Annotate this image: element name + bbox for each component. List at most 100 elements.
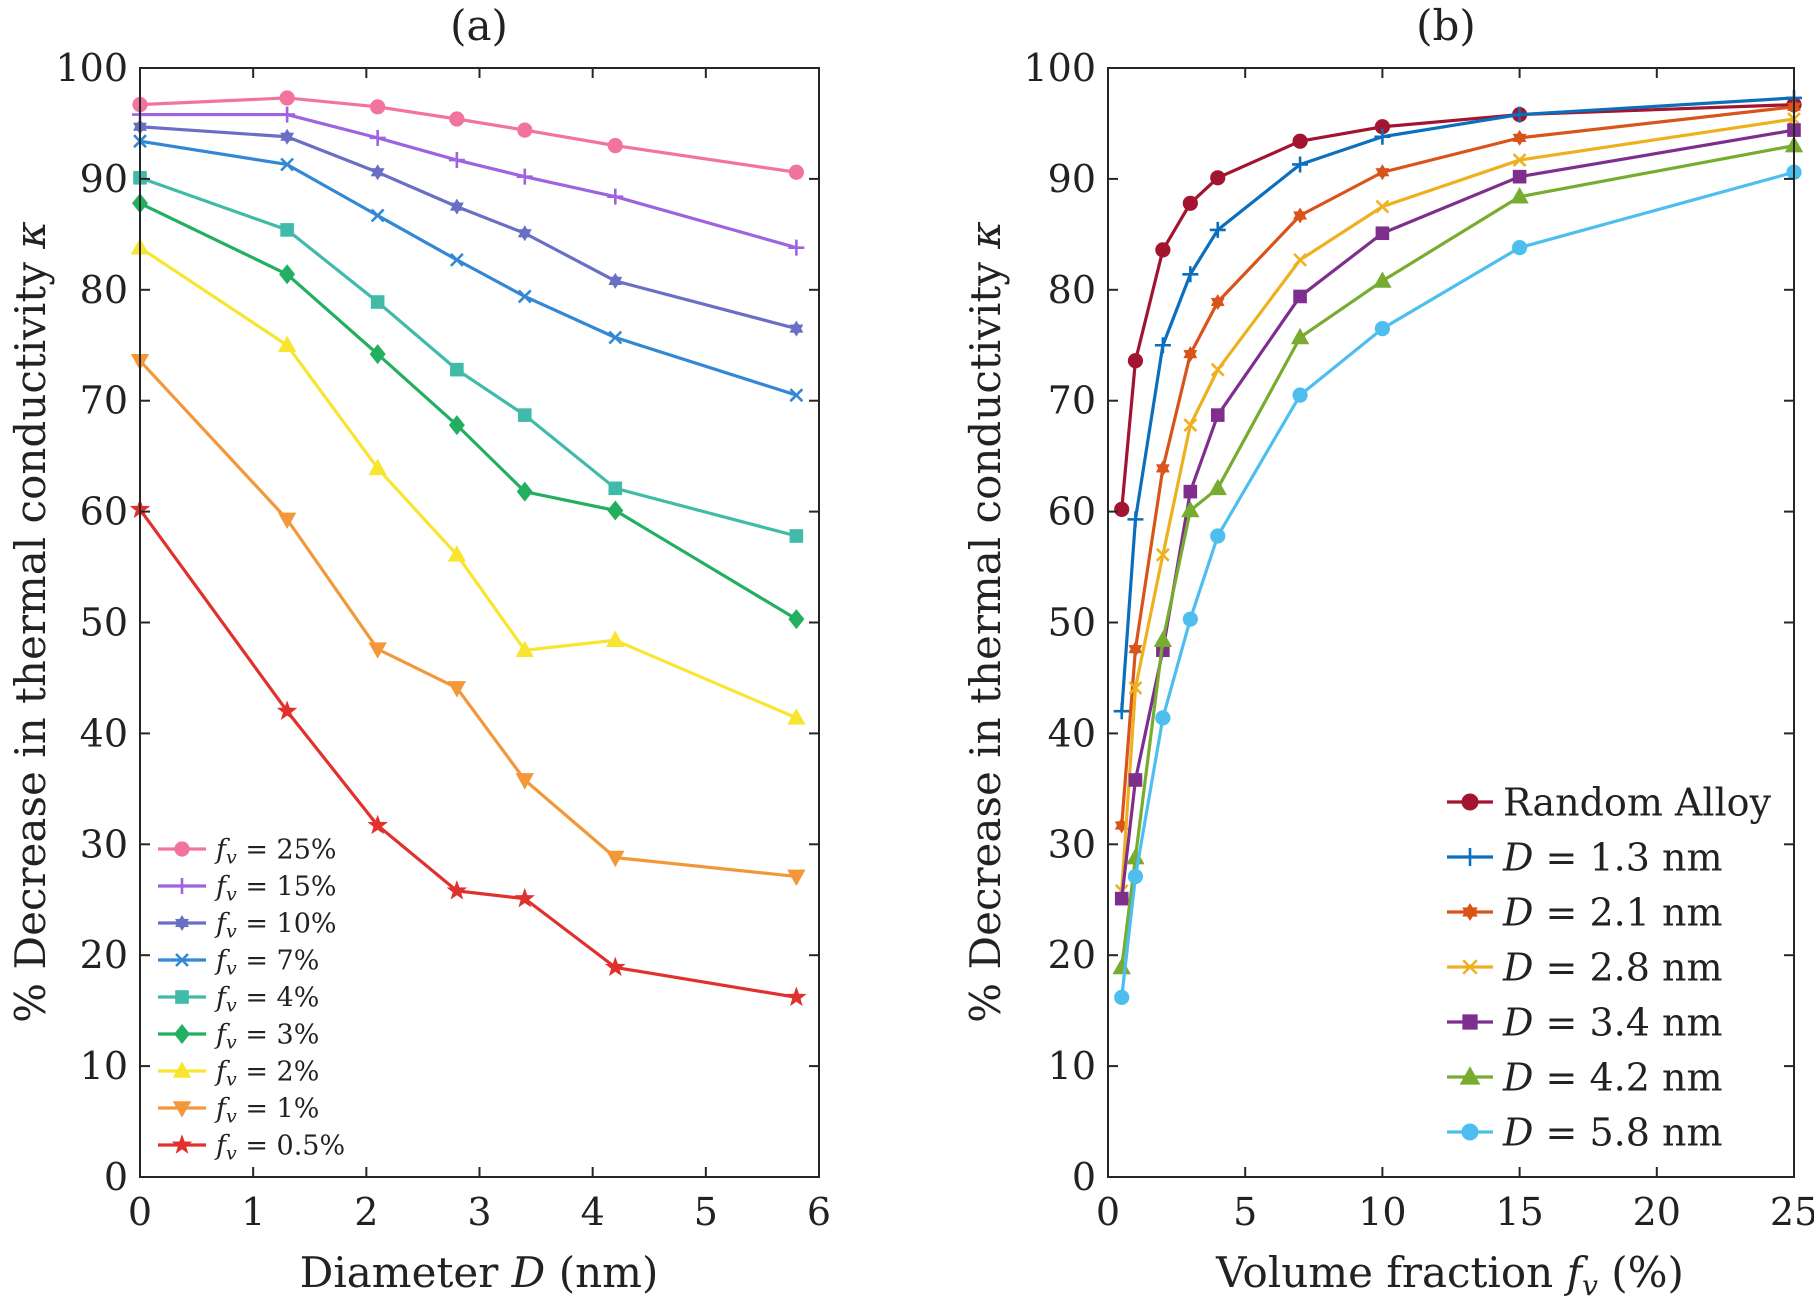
data-point-f-v-0-5 [446, 880, 468, 900]
data-point-f-v-1 [277, 512, 297, 529]
legend-marker [1461, 793, 1479, 811]
data-point-d-3-4-nm [1128, 773, 1143, 787]
data-point-d-3-4-nm [1293, 289, 1307, 304]
data-point-f-v-3 [369, 344, 386, 365]
data-point-f-v-15 [516, 168, 533, 185]
data-point-d-1-3-nm [1374, 128, 1391, 145]
y-tick-label: 70 [1048, 379, 1096, 423]
panel-a-x-axis-label: Diameter D (nm) [300, 1248, 659, 1297]
x-tick-label: 5 [694, 1190, 718, 1234]
y-tick-label: 60 [80, 490, 128, 534]
data-point-random-alloy [1127, 353, 1144, 369]
data-point-f-v-4 [450, 362, 464, 377]
legend-marker [1461, 848, 1479, 866]
data-point-f-v-0-5 [605, 956, 626, 977]
data-point-d-4-2-nm [1181, 500, 1200, 518]
legend-marker [174, 841, 190, 857]
data-point-d-3-4-nm [1183, 484, 1198, 499]
legend-entry-f-v-25: fv = 25% [158, 834, 337, 868]
legend-entry-d-5-8-nm: D = 5.8 nm [1447, 1110, 1723, 1154]
data-point-f-v-7 [449, 252, 464, 267]
legend-marker [175, 953, 189, 967]
data-point-d-2-8-nm [1155, 547, 1170, 562]
data-point-d-2-1-nm [1375, 164, 1390, 181]
data-point-f-v-4 [517, 408, 532, 422]
data-point-d-2-1-nm [1155, 460, 1170, 477]
data-point-f-v-15 [788, 239, 805, 256]
x-tick-label: 6 [807, 1190, 831, 1234]
legend-label: D = 5.8 nm [1502, 1110, 1723, 1154]
data-point-f-v-0-5 [276, 700, 298, 720]
legend-label: D = 4.2 nm [1502, 1055, 1723, 1099]
x-tick-label: 1 [241, 1190, 265, 1234]
x-tick-label: 0 [128, 1190, 152, 1234]
data-point-f-v-10 [449, 198, 464, 215]
y-tick-label: 70 [80, 379, 128, 423]
data-point-d-1-3-nm [1127, 511, 1144, 528]
data-point-d-4-2-nm [1153, 630, 1173, 648]
legend-label: D = 2.8 nm [1502, 945, 1723, 989]
data-point-d-2-8-nm [1128, 681, 1143, 695]
data-point-f-v-1 [447, 681, 467, 698]
data-point-f-v-3 [279, 264, 296, 285]
data-point-f-v-2 [277, 335, 297, 353]
data-point-f-v-3 [448, 415, 465, 436]
series-d-3-4-nm [1114, 123, 1801, 906]
y-tick-label: 0 [1072, 1155, 1096, 1199]
legend-marker [174, 1024, 190, 1044]
data-point-d-2-1-nm [1293, 207, 1308, 224]
data-point-d-4-2-nm [1208, 478, 1227, 496]
panel-b-title: (b) [1416, 1, 1476, 50]
legend-entry-d-2-8-nm: D = 2.8 nm [1447, 945, 1723, 989]
y-tick-label: 20 [80, 933, 128, 977]
data-point-d-1-3-nm [1113, 703, 1130, 720]
legend-label: fv = 25% [214, 834, 337, 868]
data-point-d-2-8-nm [1375, 199, 1390, 214]
data-point-f-v-1 [606, 850, 625, 868]
x-tick-label: 3 [467, 1190, 491, 1234]
legend-entry-d-4-2-nm: D = 4.2 nm [1447, 1055, 1723, 1099]
legend-marker [174, 878, 190, 894]
data-point-random-alloy [1182, 195, 1198, 211]
x-tick-label: 10 [1358, 1190, 1406, 1234]
data-point-f-v-4 [370, 295, 385, 309]
data-point-d-2-8-nm [1183, 418, 1198, 433]
data-point-d-5-8-nm [1292, 387, 1308, 403]
data-point-f-v-4 [789, 529, 804, 543]
series-d-2-1-nm [1114, 98, 1801, 834]
data-point-random-alloy [1374, 119, 1390, 135]
data-point-f-v-1 [368, 642, 387, 659]
legend-entry-d-1-3-nm: D = 1.3 nm [1447, 835, 1723, 879]
data-point-f-v-10 [789, 320, 804, 337]
y-tick-label: 30 [80, 822, 128, 866]
data-point-d-5-8-nm [1127, 868, 1144, 885]
data-point-f-v-7 [370, 208, 385, 223]
data-point-f-v-15 [279, 106, 296, 123]
data-point-f-v-10 [608, 272, 623, 289]
x-tick-label: 4 [581, 1190, 605, 1234]
legend-marker [172, 1061, 192, 1078]
data-point-f-v-10 [370, 164, 385, 181]
data-point-f-v-4 [280, 223, 294, 237]
data-point-f-v-3 [516, 481, 533, 502]
data-point-f-v-7 [608, 330, 623, 345]
legend-marker [1462, 959, 1478, 975]
data-point-f-v-15 [607, 188, 624, 205]
data-point-d-4-2-nm [1126, 848, 1145, 865]
x-tick-label: 15 [1495, 1190, 1543, 1234]
data-point-f-v-25 [788, 164, 804, 180]
data-point-d-5-8-nm [1512, 240, 1528, 256]
data-point-f-v-25 [517, 122, 533, 138]
legend-label: Random Alloy [1503, 780, 1772, 824]
x-tick-label: 20 [1633, 1190, 1681, 1234]
panel-b-ticks: 0 5 10 15 20 25 0 10 20 30 40 50 60 70 80 90 100 [1023, 46, 1814, 1234]
legend-marker [1462, 903, 1478, 921]
data-point-f-v-10 [517, 225, 532, 242]
data-point-d-2-8-nm [1512, 153, 1527, 167]
data-point-d-4-2-nm [1290, 327, 1310, 345]
legend-marker [175, 915, 189, 931]
y-tick-label: 100 [55, 46, 128, 90]
data-point-f-v-0-5 [514, 887, 536, 908]
